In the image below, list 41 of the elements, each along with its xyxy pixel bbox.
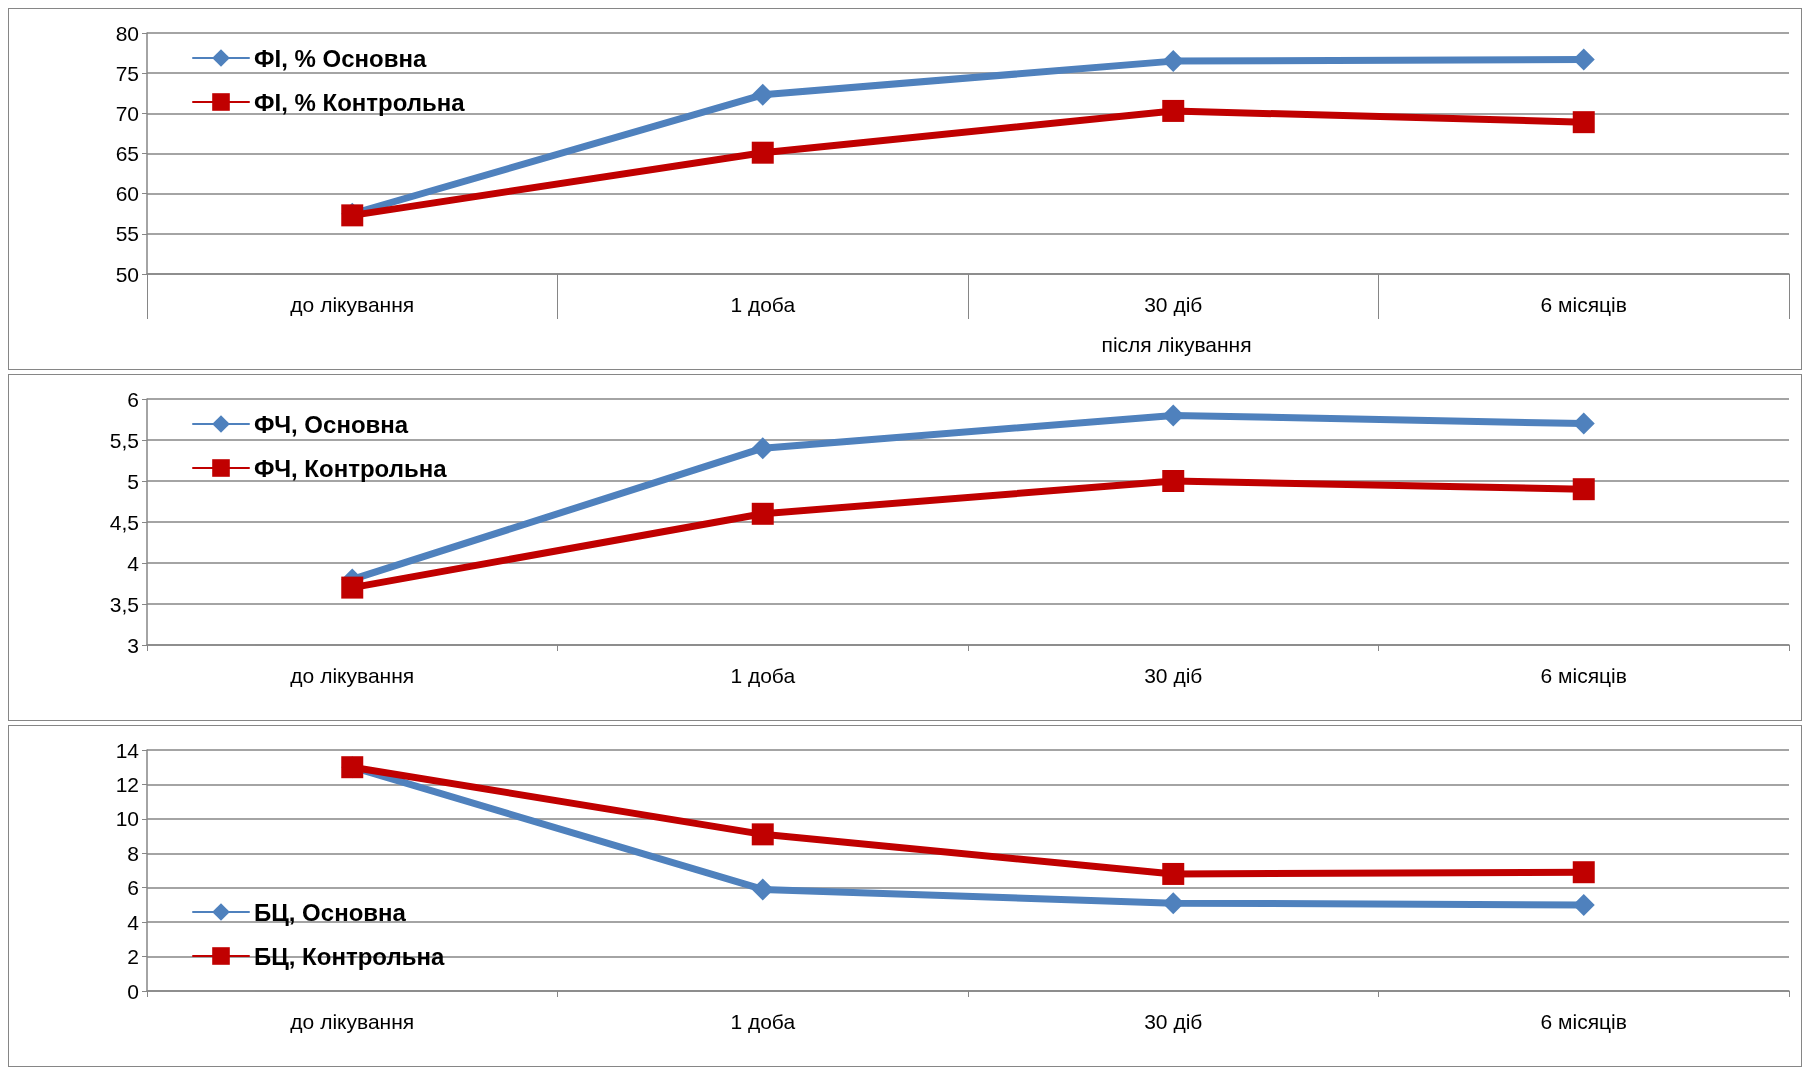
y-tick-label: 5 [127,469,139,493]
y-tick-label: 8 [127,841,139,865]
y-tick-label: 60 [115,182,139,206]
y-tick-label: 3 [127,633,139,657]
x-tick-label: 6 місяців [1540,293,1627,316]
x-tick-label: 30 діб [1144,664,1203,687]
x-tick-label: 6 місяців [1540,1010,1627,1033]
y-tick-label: 6 [127,876,139,900]
legend-label: ФІ, % Основна [254,44,427,72]
y-tick-label: 4 [127,910,140,934]
legend-label: БЦ, Основна [254,898,407,926]
x-tick-label: 1 доба [730,293,796,316]
y-tick-label: 3,5 [109,592,139,616]
y-tick-label: 14 [115,738,140,762]
y-tick-label: 0 [127,979,139,1003]
x-tick-label: до лікування [290,664,415,687]
y-tick-label: 12 [115,772,139,796]
x-tick-label: 6 місяців [1540,664,1627,687]
x-tick-label: 1 доба [730,1010,796,1033]
y-tick-label: 10 [115,807,139,831]
legend-label: БЦ, Контрольна [254,942,445,970]
x-tick-label: 30 діб [1144,1010,1203,1033]
y-tick-label: 5,5 [109,428,139,452]
y-tick-label: 65 [115,142,139,165]
y-tick-label: 50 [115,262,139,286]
y-tick-label: 4 [127,551,140,575]
legend-label: ФЧ, Основна [254,410,409,438]
text: після лікування [1101,333,1252,356]
legend-label: ФЧ, Контрольна [254,454,448,482]
x-tick-label: до лікування [290,293,415,316]
y-tick-label: 2 [127,945,139,969]
y-tick-label: 75 [115,61,139,85]
y-tick-label: 80 [115,21,139,45]
y-tick-label: 6 [127,387,139,411]
y-tick-label: 55 [115,222,139,246]
x-tick-label: 1 доба [730,664,796,687]
x-tick-label: 30 діб [1144,293,1203,316]
legend-label: ФІ, % Контрольна [254,88,466,116]
y-tick-label: 70 [115,101,139,125]
y-tick-label: 4,5 [109,510,139,534]
x-tick-label: до лікування [290,1010,415,1033]
